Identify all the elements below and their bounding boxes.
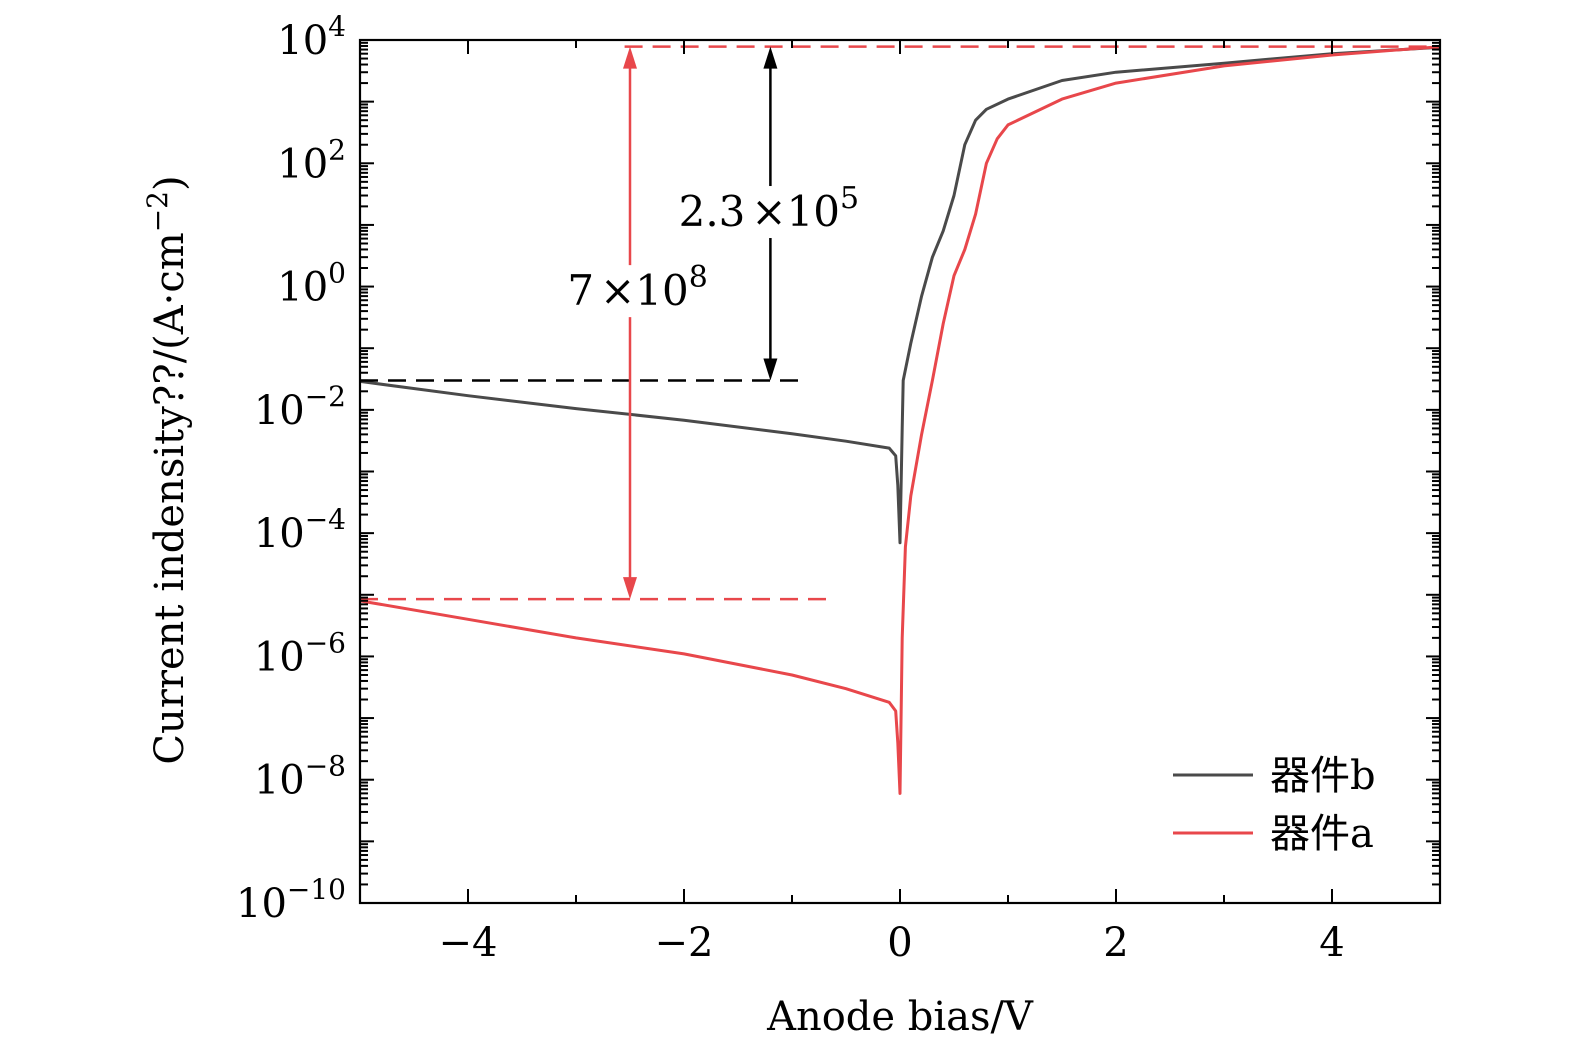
x-tick-label: 4 [1319, 920, 1344, 966]
y-tick-base: 10 [277, 18, 328, 64]
y-tick-exponent: −10 [287, 873, 346, 906]
y-tick-base: 10 [254, 634, 305, 680]
legend-label: 器件b [1270, 753, 1376, 799]
y-tick-exponent: 4 [328, 10, 346, 43]
series-line [360, 45, 1440, 795]
annotation-times: ×10 [751, 187, 840, 236]
annotation-label: 7 ×108 [567, 260, 707, 315]
annotation-label-bg [672, 186, 873, 239]
y-tick-exponent: −4 [305, 503, 346, 536]
y-tick-label: 10−8 [254, 750, 346, 804]
y-tick-label: 100 [277, 257, 346, 311]
y-tick-label: 10−4 [254, 503, 346, 557]
annotation-mantissa: 2.3 [679, 187, 746, 236]
annotation-exponent: 8 [689, 260, 708, 295]
annotation-times: ×10 [600, 266, 689, 315]
y-tick-exponent: −6 [305, 626, 346, 659]
annotation-label-bg [561, 265, 762, 318]
y-axis-label: Current indensity??/(A·cm−2) [141, 175, 193, 764]
x-tick-label: −4 [439, 920, 498, 966]
y-tick-label: 102 [277, 133, 346, 187]
y-tick-base: 10 [277, 265, 328, 311]
annotation-label: 2.3 ×105 [679, 181, 860, 236]
y-tick-base: 10 [254, 388, 305, 434]
series-line [360, 45, 1440, 545]
annotation-arrowhead [763, 358, 778, 381]
y-axis-label-exponent: −2 [141, 191, 174, 232]
y-tick-exponent: 0 [328, 257, 346, 290]
annotation-arrowhead [623, 46, 637, 69]
y-axis-label-main: Current indensity??/(A·cm [147, 232, 193, 764]
x-tick-label: 2 [1103, 920, 1128, 966]
y-tick-base: 10 [254, 758, 305, 804]
legend-label: 器件a [1270, 811, 1374, 857]
annotation-arrowhead [623, 577, 637, 600]
legend: 器件b 器件a [1173, 753, 1376, 857]
y-tick-label: 10−2 [254, 380, 346, 434]
annotation-arrowhead [763, 46, 778, 69]
y-tick-base: 10 [254, 511, 305, 557]
y-axis-label-close: ) [147, 175, 193, 191]
y-tick-exponent: 2 [328, 133, 346, 166]
y-tick-exponent: −2 [305, 380, 346, 413]
x-axis-label: Anode bias/V [766, 994, 1034, 1040]
y-tick-label: 104 [277, 10, 346, 64]
x-tick-label: −2 [655, 920, 714, 966]
y-tick-label: 10−10 [236, 873, 346, 927]
y-tick-exponent: −8 [305, 750, 346, 783]
annotation-mantissa: 7 [567, 266, 594, 315]
y-tick-base: 10 [236, 881, 287, 927]
x-tick-label: 0 [887, 920, 912, 966]
y-tick-base: 10 [277, 141, 328, 187]
annotation-exponent: 5 [840, 181, 859, 216]
y-tick-label: 10−6 [254, 626, 346, 680]
